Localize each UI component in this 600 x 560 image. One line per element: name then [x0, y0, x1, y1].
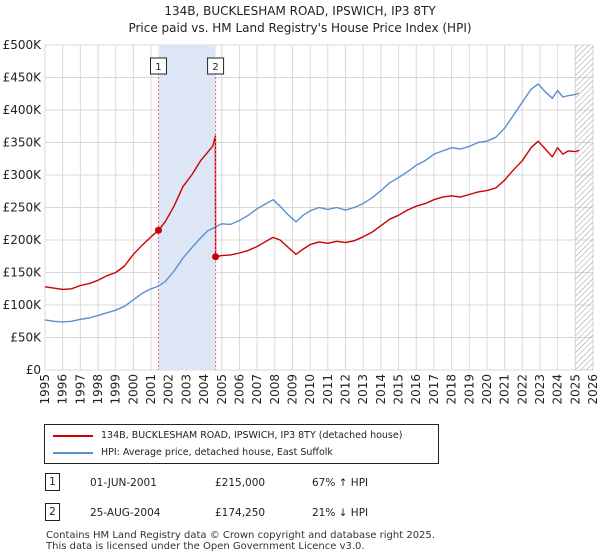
x-tick-label: 2015: [392, 374, 406, 405]
legend-hpi-swatch: [53, 452, 93, 454]
y-tick-label: £150K: [3, 266, 43, 280]
x-tick-label: 2021: [498, 374, 512, 405]
y-tick-label: £450K: [3, 71, 43, 85]
ownership-shade: [158, 45, 216, 370]
x-tick-label: 2001: [144, 374, 158, 405]
transaction-price: £215,000: [215, 477, 266, 489]
legend-hpi-label: HPI: Average price, detached house, East…: [101, 447, 333, 458]
price-paid-line: [44, 135, 580, 291]
transaction-point: [154, 226, 162, 234]
footer-line-2: This data is licensed under the Open Gov…: [46, 541, 365, 552]
x-tick-label: 2010: [303, 374, 317, 405]
transaction-price: £174,250: [215, 507, 266, 519]
x-tick-label: 2020: [480, 374, 494, 405]
transaction-hpi: 21% ↓ HPI: [312, 507, 369, 519]
y-tick-label: £0: [26, 363, 41, 377]
x-tick-label: 2004: [197, 374, 211, 405]
transaction-marker-label: 2: [212, 62, 218, 73]
transaction-hpi: 67% ↑ HPI: [312, 477, 369, 489]
x-tick-label: 2016: [409, 374, 423, 405]
transaction-date: 01-JUN-2001: [90, 477, 157, 489]
legend: 134B, BUCKLESHAM ROAD, IPSWICH, IP3 8TY …: [44, 424, 439, 464]
x-tick-label: 2000: [126, 374, 140, 405]
y-tick-label: £500K: [3, 38, 43, 52]
footer: Contains HM Land Registry data © Crown c…: [46, 530, 435, 552]
x-tick-label: 2012: [339, 374, 353, 405]
x-tick-label: 2006: [232, 374, 246, 405]
y-tick-label: £100K: [3, 298, 43, 312]
x-tick-label: 2005: [215, 374, 229, 405]
y-tick-label: £300K: [3, 168, 43, 182]
x-tick-label: 2018: [445, 374, 459, 405]
transaction-marker-box: [207, 57, 225, 75]
x-tick-label: 2019: [462, 374, 476, 405]
bands: [158, 45, 593, 370]
transaction-marker-label: 1: [155, 62, 161, 73]
chart-title: 134B, BUCKLESHAM ROAD, IPSWICH, IP3 8TY …: [0, 3, 600, 37]
y-tick-label: £400K: [3, 103, 43, 117]
x-tick-label: 1998: [91, 374, 105, 405]
x-tick-label: 2002: [162, 374, 176, 405]
transaction-point: [212, 253, 220, 261]
y-tick-label: £250K: [3, 201, 43, 215]
transaction-marker-box: [149, 57, 167, 75]
x-tick-label: 1995: [38, 374, 52, 405]
x-tick-label: 2009: [285, 374, 299, 405]
x-tick-label: 2003: [179, 374, 193, 405]
x-tick-label: 2013: [356, 374, 370, 405]
series-lines: [44, 83, 580, 323]
x-tick-label: 2011: [321, 374, 335, 405]
footer-line-1: Contains HM Land Registry data © Crown c…: [46, 530, 435, 541]
title-line-2: Price paid vs. HM Land Registry's House …: [128, 21, 472, 35]
x-tick-label: 2014: [374, 374, 388, 405]
y-axis-ticks: £0 £50K £100K £150K £200K £250K £300K £350K £400…: [3, 38, 43, 377]
hpi-line: [44, 83, 580, 323]
transaction-row: 2 25-AUG-2004 £174,250 21% ↓ HPI: [0, 503, 600, 523]
transaction-number: 2: [45, 503, 60, 521]
transaction-row: 1 01-JUN-2001 £215,000 67% ↑ HPI: [0, 473, 600, 493]
x-tick-label: 2026: [586, 374, 600, 405]
y-tick-label: £50K: [10, 331, 42, 345]
x-tick-label: 2022: [515, 374, 529, 405]
x-tick-label: 2024: [551, 374, 565, 405]
legend-price-label: 134B, BUCKLESHAM ROAD, IPSWICH, IP3 8TY …: [101, 430, 403, 441]
legend-price-swatch: [53, 435, 93, 437]
x-tick-label: 2007: [250, 374, 264, 405]
x-tick-label: 2017: [427, 374, 441, 405]
x-tick-label: 2023: [533, 374, 547, 405]
x-tick-label: 1996: [56, 374, 70, 405]
x-axis-ticks: 1995 1996 1997 1998 1999 2000 2001 2002 2003 2004…: [38, 374, 600, 405]
forecast-hatch: [575, 45, 593, 370]
x-tick-label: 2025: [568, 374, 582, 405]
title-line-1: 134B, BUCKLESHAM ROAD, IPSWICH, IP3 8TY: [164, 4, 436, 18]
x-tick-label: 1999: [109, 374, 123, 405]
x-tick-label: 1997: [73, 374, 87, 405]
grid: [44, 44, 594, 371]
x-tick-label: 2008: [268, 374, 282, 405]
y-tick-label: £200K: [3, 233, 43, 247]
transaction-number: 1: [45, 473, 60, 491]
transaction-date: 25-AUG-2004: [90, 507, 161, 519]
y-tick-label: £350K: [3, 136, 43, 150]
